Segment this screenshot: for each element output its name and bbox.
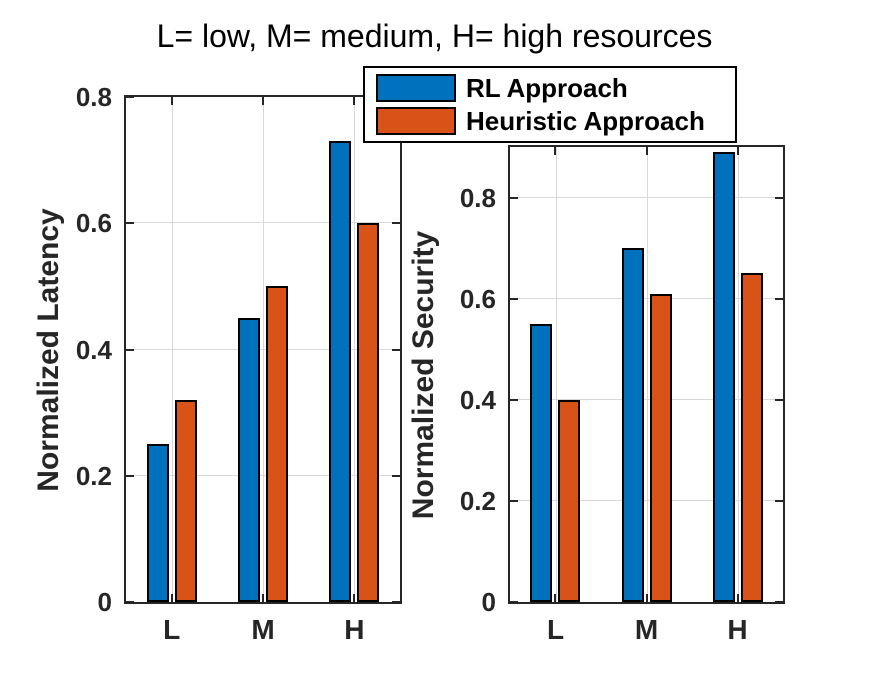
x-tick-label-l: L	[546, 614, 565, 645]
y-tick-label: 0	[481, 587, 496, 617]
x-tick-mark	[736, 594, 739, 602]
y-tick-label: 0.2	[459, 485, 496, 516]
chart-title: L= low, M= medium, H= high resources	[156, 18, 713, 54]
y-tick-label: 0.2	[75, 460, 112, 491]
bar-rl-approach-L	[146, 444, 169, 602]
bar-rl-approach-H	[712, 152, 735, 602]
bar-heuristic-approach-M	[266, 286, 288, 602]
subplot-normalized-security: 0 0.2 0.4 0.6 0.8 L M H Normalized Security	[407, 145, 785, 645]
x-tick-mark	[170, 97, 173, 105]
legend-swatch-rl-approach	[376, 73, 456, 102]
y-tick-label: 0.6	[459, 283, 496, 314]
subplot-normalized-latency: 0 0.2 0.4 0.6 0.8 L M H Normalized Latency	[32, 82, 402, 645]
x-gridline	[171, 97, 173, 602]
x-tick-mark	[645, 147, 648, 155]
y-tick-mark	[510, 499, 518, 502]
y-tick-mark	[126, 96, 134, 98]
y-tick-mark	[510, 196, 518, 199]
legend-row-rl-approach: RL Approach	[376, 72, 735, 103]
x-tick-label-m: M	[634, 614, 659, 645]
y-tick-label: 0.8	[459, 182, 496, 213]
y-tick-mark	[392, 348, 400, 351]
bar-heuristic-approach-H	[740, 273, 763, 602]
y-tick-mark	[775, 196, 783, 199]
y-tick-label: 0.6	[75, 208, 112, 239]
y-tick-mark	[510, 398, 518, 401]
y-tick-mark	[510, 297, 518, 300]
x-tick-label-l: L	[163, 614, 181, 645]
bar-heuristic-approach-M	[649, 293, 672, 602]
legend-label: RL Approach	[466, 72, 628, 103]
y-tick-mark	[392, 474, 400, 477]
y-tick-mark	[510, 601, 518, 603]
bar-rl-approach-M	[621, 248, 644, 602]
y-tick-mark	[775, 499, 783, 502]
legend-row-heuristic-approach: Heuristic Approach	[376, 106, 735, 137]
x-tick-mark	[262, 97, 264, 105]
y-tick-mark	[775, 398, 783, 401]
x-gridline	[354, 97, 356, 602]
y-tick-mark	[126, 601, 134, 603]
bar-heuristic-approach-L	[174, 400, 197, 602]
y-axis-label-normalized-security: Normalized Security	[407, 230, 440, 519]
y-axis-label-normalized-latency: Normalized Latency	[32, 207, 65, 492]
y-tick-mark	[775, 297, 783, 300]
x-tick-label-m: M	[251, 614, 275, 645]
x-gridline	[555, 147, 557, 602]
y-tick-label: 0.4	[75, 334, 112, 365]
legend: RL Approach Heuristic Approach	[363, 66, 737, 143]
legend-swatch-heuristic-approach	[376, 107, 456, 136]
x-tick-mark	[170, 594, 173, 602]
x-gridline	[263, 97, 264, 602]
legend-label: Heuristic Approach	[466, 106, 705, 137]
x-tick-mark	[554, 147, 557, 155]
y-tick-mark	[126, 222, 134, 225]
x-tick-mark	[554, 594, 557, 602]
y-tick-label: 0.8	[75, 82, 112, 112]
x-tick-label-h: H	[727, 614, 748, 645]
bar-rl-approach-M	[238, 317, 260, 602]
bar-heuristic-approach-H	[357, 223, 380, 602]
y-tick-mark	[392, 601, 400, 603]
bar-rl-approach-L	[530, 323, 553, 602]
x-tick-mark	[736, 147, 739, 155]
x-tick-label-h: H	[344, 614, 365, 645]
bar-rl-approach-H	[329, 141, 352, 602]
x-gridline	[646, 147, 648, 602]
x-tick-mark	[353, 594, 356, 602]
x-tick-mark	[262, 594, 264, 602]
y-tick-mark	[126, 348, 134, 351]
y-tick-label: 0.4	[459, 384, 496, 415]
x-tick-mark	[353, 97, 356, 105]
bar-heuristic-approach-L	[558, 399, 581, 602]
x-tick-mark	[645, 594, 648, 602]
y-tick-label: 0	[97, 587, 112, 617]
y-tick-mark	[126, 474, 134, 477]
y-tick-mark	[775, 601, 783, 603]
y-tick-mark	[392, 222, 400, 225]
x-gridline	[737, 147, 739, 602]
